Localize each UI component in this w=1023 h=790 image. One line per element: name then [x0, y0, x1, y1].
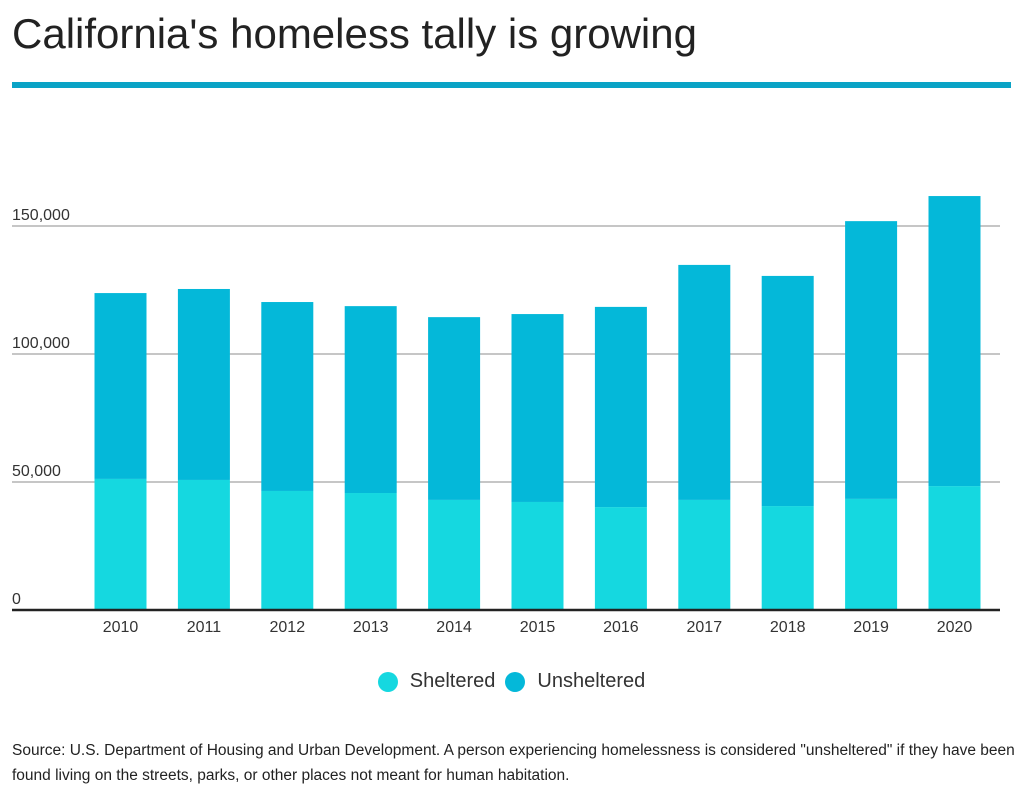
bar-unsheltered-2010 [94, 293, 147, 479]
x-tick-label: 2016 [603, 619, 639, 636]
legend: Sheltered Unsheltered [0, 670, 1023, 693]
bar-unsheltered-2012 [261, 302, 314, 491]
x-tick-label: 2014 [436, 619, 472, 636]
x-tick-label: 2011 [187, 619, 222, 636]
bar-sheltered-2010 [94, 478, 147, 610]
x-tick-label: 2012 [270, 619, 306, 636]
bar-sheltered-2014 [428, 499, 481, 610]
bar-unsheltered-2011 [177, 288, 230, 480]
title-rule [12, 82, 1011, 88]
bar-unsheltered-2020 [928, 196, 981, 487]
x-tick-label: 2013 [353, 619, 389, 636]
x-tick-label: 2018 [770, 619, 806, 636]
y-tick-label: 150,000 [12, 207, 70, 224]
bar-unsheltered-2013 [344, 306, 397, 494]
y-tick-label: 50,000 [12, 463, 61, 480]
legend-label-sheltered: Sheltered [409, 670, 496, 692]
legend-item-sheltered: Sheltered [377, 670, 496, 693]
bar-sheltered-2016 [594, 507, 647, 610]
bar-unsheltered-2016 [594, 306, 647, 508]
x-tick-label: 2015 [520, 619, 556, 636]
bar-sheltered-2012 [261, 490, 314, 610]
bar-sheltered-2019 [845, 498, 898, 610]
stacked-bar-chart: 0 50,000 100,000 150,000 2010 2011 2012 2013 20… [12, 196, 1000, 636]
bar-unsheltered-2018 [761, 275, 814, 507]
y-tick-label: 100,000 [12, 335, 70, 352]
x-tick-label: 2010 [103, 619, 139, 636]
bar-sheltered-2013 [344, 493, 397, 610]
bar-sheltered-2017 [678, 499, 731, 610]
bar-unsheltered-2017 [678, 264, 731, 500]
bar-unsheltered-2019 [845, 221, 898, 499]
x-tick-label: 2020 [937, 619, 973, 636]
legend-swatch-sheltered [377, 671, 398, 692]
bar-sheltered-2011 [177, 479, 230, 610]
x-tick-label: 2019 [853, 619, 889, 636]
source-note: Source: U.S. Department of Housing and U… [12, 742, 1015, 784]
chart-title: California's homeless tally is growing [12, 10, 697, 57]
bar-sheltered-2018 [761, 506, 814, 610]
legend-swatch-unsheltered [505, 671, 526, 692]
bar-sheltered-2020 [928, 486, 981, 610]
bar-unsheltered-2014 [428, 317, 481, 500]
legend-label-unsheltered: Unsheltered [537, 670, 646, 692]
bar-unsheltered-2015 [511, 314, 564, 502]
y-tick-label: 0 [12, 591, 21, 608]
x-tick-label: 2017 [687, 619, 723, 636]
legend-item-unsheltered: Unsheltered [505, 670, 645, 693]
bar-sheltered-2015 [511, 501, 564, 610]
